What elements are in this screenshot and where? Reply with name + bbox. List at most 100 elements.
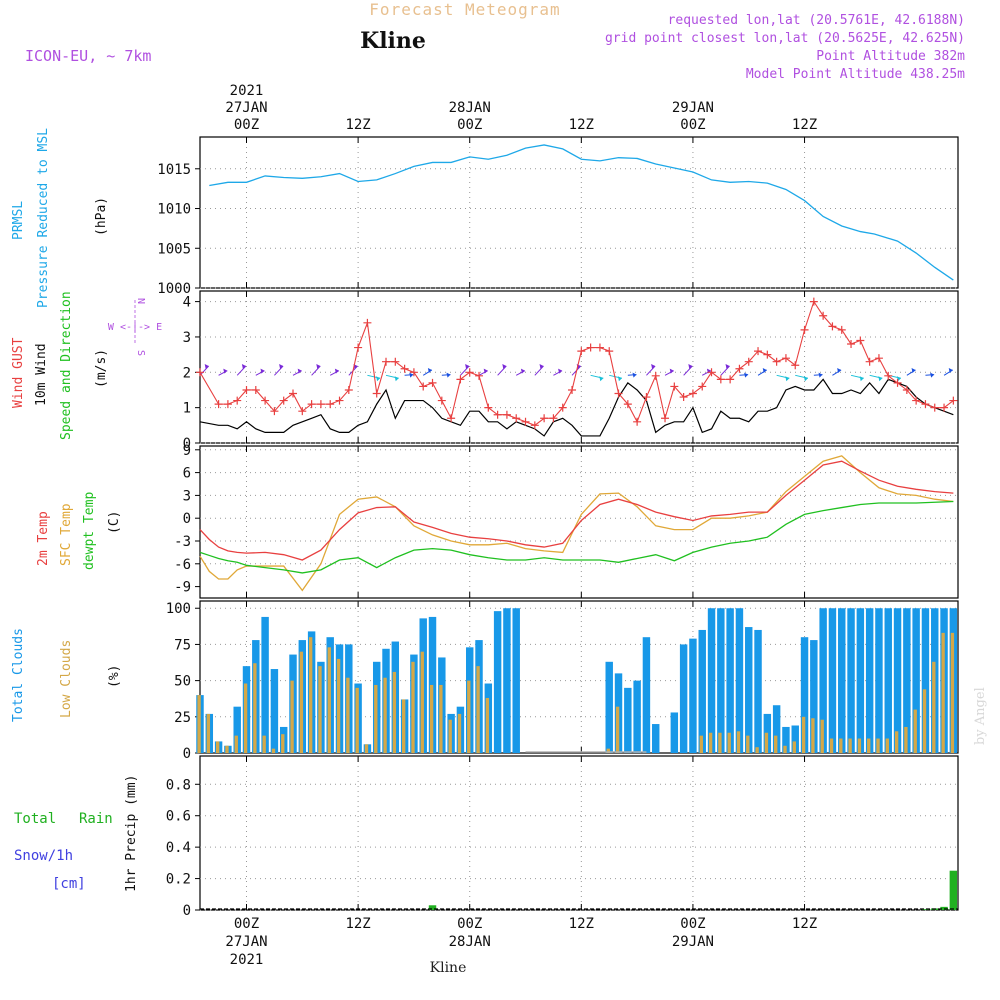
- wind-arrowhead: [223, 368, 228, 374]
- wind-arrowhead: [334, 368, 339, 374]
- total-clouds-label: Total Clouds: [11, 628, 26, 722]
- gust-marker: [679, 393, 688, 402]
- total-cloud-bar: [707, 608, 716, 753]
- requested-coords: requested lon,lat (20.5761E, 42.6188N): [668, 13, 965, 28]
- low-cloud-bar: [281, 734, 285, 753]
- low-cloud-bar: [318, 666, 322, 753]
- low-cloud-bar: [755, 747, 759, 753]
- gust-marker: [614, 389, 623, 398]
- wind-arrowhead: [316, 363, 321, 369]
- temp-unit: (C): [107, 511, 122, 534]
- bottom-time-label: 27JAN: [225, 934, 267, 950]
- low-cloud-bar: [801, 716, 806, 753]
- low-cloud-bar: [225, 745, 229, 753]
- gust-marker: [623, 400, 632, 409]
- low-cloud-bar: [904, 726, 908, 753]
- low-cloud-bar: [271, 748, 276, 753]
- pressure-title: PRMSL: [11, 201, 26, 240]
- low-clouds-label: Low Clouds: [59, 640, 74, 718]
- gust-marker: [726, 375, 735, 384]
- gust-marker: [949, 396, 958, 405]
- low-cloud-bar: [913, 709, 917, 753]
- watermark: by Angel: [973, 687, 988, 745]
- low-cloud-bar: [922, 689, 927, 753]
- low-cloud-bar: [355, 687, 359, 753]
- total-cloud-bar: [800, 637, 809, 753]
- panel-frame: [199, 136, 959, 289]
- gust-marker: [800, 325, 809, 334]
- low-cloud-bar: [457, 713, 462, 753]
- low-cloud-bar: [764, 732, 769, 753]
- top-time-label: 12Z: [792, 117, 817, 133]
- pressure-panel-labels: PRMSL Pressure Reduced to MSL (hPa): [11, 128, 109, 308]
- compass-s: S: [135, 350, 146, 356]
- ytick-label: 0.8: [166, 777, 191, 793]
- panel-prmsl: 1000 1005 1010 1015: [157, 136, 959, 297]
- ytick-label: 1000: [157, 281, 191, 297]
- bottom-time-label: 12Z: [345, 916, 370, 932]
- gust-marker: [307, 400, 316, 409]
- snow-unit: [cm]: [52, 876, 86, 892]
- wind-unit: (m/s): [94, 349, 109, 388]
- rain-bar: [428, 905, 437, 910]
- ytick-label: 3: [183, 488, 191, 504]
- gust-marker: [856, 336, 865, 345]
- wind-arrowhead: [241, 363, 246, 369]
- gust-marker: [251, 385, 260, 394]
- temp-panel-labels: 2m Temp SFC Temp dewpt Temp (C): [36, 492, 122, 570]
- top-time-label: 12Z: [345, 117, 370, 133]
- total-cloud-bar: [772, 705, 781, 753]
- low-cloud-bar: [206, 713, 211, 753]
- gust-marker: [688, 389, 697, 398]
- low-cloud-bar: [448, 719, 452, 753]
- gust-marker: [261, 396, 270, 405]
- top-time-label: 27JAN: [225, 100, 267, 116]
- wind-arrow: [683, 365, 693, 376]
- wind-arrowhead: [446, 372, 451, 378]
- gust-marker: [781, 354, 790, 363]
- panel-frame: [199, 290, 959, 444]
- low-cloud-bar: [950, 632, 955, 753]
- gust-marker: [447, 414, 456, 423]
- gust-marker: [298, 407, 307, 416]
- gust-marker: [651, 371, 660, 380]
- low-cloud-bar: [439, 684, 443, 753]
- low-cloud-bar: [467, 680, 471, 753]
- wind-arrow: [497, 365, 507, 376]
- wind-dir-label: Speed and Direction: [59, 291, 74, 440]
- gust-marker: [493, 410, 502, 419]
- gust-marker: [558, 403, 567, 412]
- gust-marker: [912, 396, 921, 405]
- point-altitude: Point Altitude 382m: [816, 49, 965, 64]
- total-cloud-bar: [624, 687, 632, 753]
- total-cloud-bar: [633, 680, 641, 753]
- low-cloud-bar: [867, 738, 871, 753]
- ytick-label: 0.4: [166, 840, 191, 856]
- gust-marker: [456, 375, 465, 384]
- t2m-label: 2m Temp: [36, 511, 51, 566]
- gust-marker: [595, 343, 604, 352]
- gust-marker: [502, 410, 511, 419]
- wind-arrow: [646, 365, 656, 376]
- low-cloud-bar: [857, 738, 862, 753]
- wind-panel-labels: Wind GUST 10m Wind Speed and Direction (…: [11, 291, 162, 440]
- low-cloud-bar: [402, 699, 406, 753]
- wind-arrowhead: [744, 372, 749, 378]
- wind-arrowhead: [260, 368, 265, 374]
- low-cloud-bar: [811, 718, 815, 753]
- total-cloud-bar: [856, 608, 865, 753]
- low-cloud-bar: [485, 697, 490, 753]
- total-cloud-bar: [270, 669, 279, 753]
- gust-marker: [242, 385, 251, 394]
- bottom-caption: Kline: [430, 960, 467, 976]
- gust-marker: [372, 389, 381, 398]
- wind-arrowhead: [762, 367, 767, 373]
- gust-marker: [475, 371, 484, 380]
- bottom-time-label: 00Z: [680, 916, 705, 932]
- gust-marker: [289, 389, 298, 398]
- low-cloud-bar: [476, 666, 480, 753]
- total-cloud-bar: [875, 608, 883, 753]
- low-cloud-bar: [839, 738, 843, 753]
- gust-marker: [568, 385, 577, 394]
